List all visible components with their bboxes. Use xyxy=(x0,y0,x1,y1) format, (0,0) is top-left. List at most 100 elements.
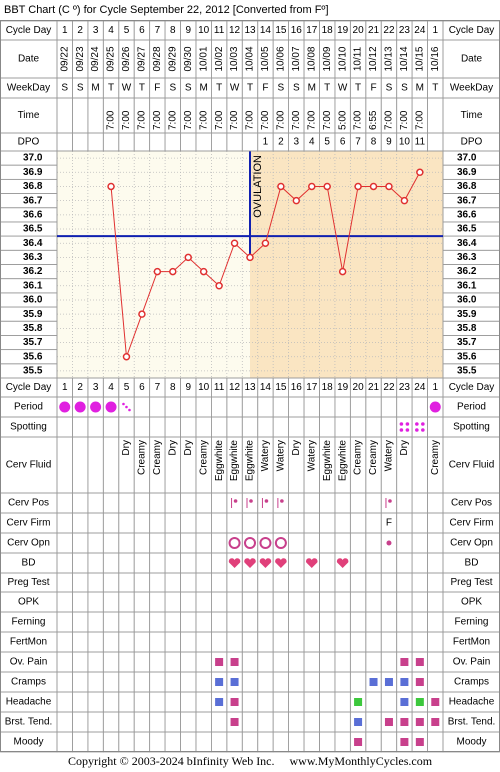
cerv_fluid-cell: Eggwhite xyxy=(245,440,256,482)
cerv-pos-icon xyxy=(280,499,284,503)
row-label-right: Date xyxy=(461,54,483,65)
ov_pain-icon xyxy=(215,658,224,666)
cerv_fluid-cell: Creamy xyxy=(353,440,364,475)
row-label-right: Moody xyxy=(456,737,486,748)
spotting-icon xyxy=(405,422,410,426)
cycle_day-cell: 19 xyxy=(337,25,349,36)
date-cell: 10/14 xyxy=(399,46,410,71)
brst_tend-icon xyxy=(400,718,409,726)
period-icon xyxy=(74,401,86,413)
time-cell: 7:00 xyxy=(276,110,287,130)
weekday-cell: S xyxy=(61,83,68,94)
row-label-left: Ferning xyxy=(12,617,46,628)
dpo-cell: 1 xyxy=(263,137,269,148)
period-icon xyxy=(128,408,131,412)
chart-title: BBT Chart (C º) for Cycle September 22, … xyxy=(4,4,329,16)
cerv_fluid-cell: Creamy xyxy=(198,440,209,475)
row-label-right: DPO xyxy=(461,137,483,148)
cycle_day-cell: 16 xyxy=(291,382,303,393)
row-label-right: Cycle Day xyxy=(449,382,495,393)
dpo-cell: 8 xyxy=(371,137,377,148)
row-label-left: Cycle Day xyxy=(6,25,52,36)
date-cell: 09/23 xyxy=(75,46,86,71)
cycle_day-cell: 2 xyxy=(77,382,83,393)
temperature-point xyxy=(246,253,254,262)
headache-icon xyxy=(400,698,409,706)
y-tick-label-left: 37.0 xyxy=(23,153,43,164)
bd-icon xyxy=(305,558,318,568)
cycle_day-cell: 10 xyxy=(198,382,210,393)
date-cell: 10/15 xyxy=(414,46,425,71)
temperature-point xyxy=(369,182,378,191)
y-tick-label-left: 35.7 xyxy=(23,337,43,348)
ov_pain-icon xyxy=(415,658,424,666)
cerv_fluid-cell: Watery xyxy=(260,440,271,471)
time-cell: 7:00 xyxy=(198,110,209,130)
y-tick-label-right: 35.9 xyxy=(457,309,477,320)
row-label-left: Brst. Tend. xyxy=(5,717,53,728)
time-cell: 7:00 xyxy=(152,110,163,130)
row-label-left: Cerv Firm xyxy=(7,518,51,529)
y-tick-label-right: 36.4 xyxy=(457,238,477,249)
weekday-cell: T xyxy=(247,83,253,94)
cerv_fluid-cell: Creamy xyxy=(368,440,379,475)
cycle_day-cell: 23 xyxy=(399,25,411,36)
y-tick-label-left: 36.8 xyxy=(23,181,43,192)
row-label-left: BD xyxy=(22,558,36,569)
dpo-cell: 3 xyxy=(294,137,300,148)
cramps-icon xyxy=(415,678,424,686)
cycle_day-cell: 17 xyxy=(306,25,318,36)
y-tick-label-right: 36.7 xyxy=(457,195,477,206)
cerv_fluid-cell: Eggwhite xyxy=(322,440,333,482)
temperature-point xyxy=(138,310,146,318)
moody-icon xyxy=(354,738,363,746)
cramps-icon xyxy=(369,678,378,686)
footer: Copyright © 2003-2024 bInfinity Web Inc.… xyxy=(68,754,433,768)
temperature-point xyxy=(122,352,131,361)
row-label-right: Headache xyxy=(449,697,495,708)
cycle_day-cell: 20 xyxy=(353,382,365,393)
cerv_fluid-cell: Watery xyxy=(384,440,395,471)
temperature-point xyxy=(400,196,409,205)
cerv-opn-icon xyxy=(386,540,392,546)
cycle_day-cell: 1 xyxy=(62,25,68,36)
cycle_day-cell: 13 xyxy=(244,25,256,36)
cycle_day-cell: 20 xyxy=(353,25,365,36)
temperature-point xyxy=(385,182,393,191)
weekday-cell: M xyxy=(308,83,316,94)
cycle_day-cell: 17 xyxy=(306,382,318,393)
date-cell: 09/30 xyxy=(183,46,194,71)
brst_tend-icon xyxy=(431,718,440,726)
cerv_fluid-cell: Dry xyxy=(167,440,178,456)
weekday-cell: S xyxy=(401,83,408,94)
row-label-right: Cycle Day xyxy=(449,25,495,36)
row-label-right: Cerv Fluid xyxy=(449,460,495,471)
weekday-cell: T xyxy=(108,83,114,94)
cerv_fluid-cell: Eggwhite xyxy=(214,440,225,482)
cycle_day-cell: 11 xyxy=(214,382,225,393)
row-label-right: Cerv Pos xyxy=(451,498,492,509)
dpo-cell: 4 xyxy=(309,137,315,148)
cycle_day-cell: 1 xyxy=(432,382,438,393)
cycle_day-cell: 15 xyxy=(275,382,287,393)
temperature-point xyxy=(277,182,285,191)
headache-icon xyxy=(415,698,424,706)
cerv_firm-cell: F xyxy=(386,518,392,529)
date-cell: 09/24 xyxy=(90,46,101,71)
y-tick-label-right: 36.8 xyxy=(457,181,477,192)
bd-icon xyxy=(228,558,241,568)
row-label-left: Moody xyxy=(13,737,43,748)
cerv_fluid-cell: Dry xyxy=(121,440,132,456)
row-label-right: Brst. Tend. xyxy=(448,717,496,728)
y-tick-label-right: 36.1 xyxy=(457,280,477,291)
date-cell: 10/02 xyxy=(214,46,225,71)
y-tick-label-right: 37.0 xyxy=(457,153,477,164)
cycle_day-cell: 14 xyxy=(260,25,272,36)
time-cell: 7:00 xyxy=(306,110,317,130)
weekday-cell: S xyxy=(185,83,192,94)
weekday-cell: T xyxy=(324,83,330,94)
temperature-point xyxy=(153,267,162,276)
y-tick-label-left: 36.0 xyxy=(23,295,43,306)
moody-icon xyxy=(400,738,409,746)
time-cell: 7:00 xyxy=(214,110,225,130)
